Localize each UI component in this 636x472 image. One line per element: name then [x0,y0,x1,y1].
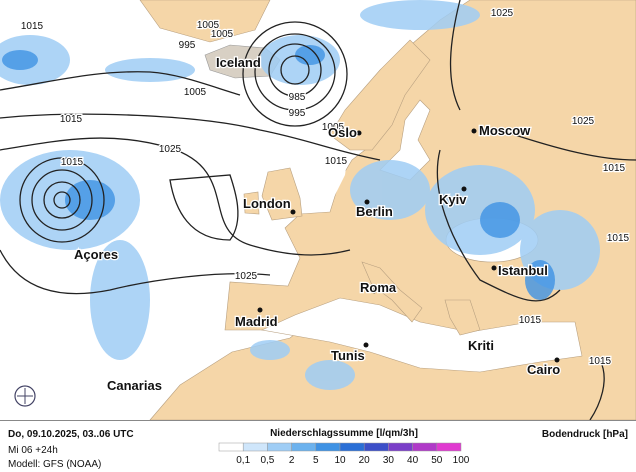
city-label: Oslo [328,125,357,140]
city-label: Açores [74,247,118,262]
map: 1015 1005 995 1005 1025 985 995 1005 101… [0,0,636,421]
city-label: Canarias [107,378,162,393]
isobar-label: 1025 [235,271,258,282]
date: Do, 09.10.2025, 03..06 UTC [8,429,134,440]
isobars [0,0,636,421]
isobar-label: 1015 [325,156,348,167]
isobar-label: 1015 [60,114,83,125]
land [139,0,271,43]
land-uk [261,167,303,221]
city-label: Berlin [356,204,393,219]
legend-label: 40 [407,455,419,466]
run: Mi 06 +24h [8,445,58,456]
isobar-label: 1015 [603,163,626,174]
isobar-label: 1005 [184,87,207,98]
isobar-label: 1005 [322,122,345,133]
sea-north [300,140,350,210]
isobar-label: 1015 [61,157,84,168]
land-italy [361,261,423,323]
legend-label: 0,5 [260,455,274,466]
city-label: Moscow [479,123,531,138]
pressure-title: Bodendruck [hPa] [542,429,628,440]
legend-swatch [267,442,292,452]
isobar-label: 985 [289,92,306,103]
legend-label: 0,1 [236,455,250,466]
legend: 0,1 0,5 2 5 10 20 30 40 50 100 [218,442,470,466]
legend-swatch [339,442,365,452]
legend-label: 100 [453,455,470,466]
precip-title: Niederschlagssumme [l/qm/3h] [270,428,418,439]
land-greece [444,299,481,336]
isobar-label: 1015 [589,356,612,367]
isobar-label: 1025 [572,116,595,127]
legend-swatch [412,442,438,452]
isobar-label: 1005 [197,20,220,31]
legend-swatch [218,442,244,452]
land-ireland [243,191,260,215]
isobar-label: 1025 [491,8,514,19]
land-scandinavia [329,39,431,151]
isobar-label: 1025 [159,144,182,155]
city-label: Madrid [235,314,278,329]
legend-swatch [363,442,389,452]
legend-label: 30 [383,455,395,466]
logo [14,385,36,407]
isobar-label: 1005 [211,29,234,40]
legend-label: 50 [431,455,443,466]
isobar-label: 1015 [21,21,44,32]
isobar-label: 1015 [607,233,630,244]
legend-label: 20 [359,455,371,466]
legend-swatch [388,442,413,452]
city-label: Cairo [527,362,560,377]
legend-swatch [242,442,268,452]
city-label: Iceland [216,55,261,70]
isobar-label: 995 [179,40,196,51]
city-label: Kriti [468,338,494,353]
legend-swatch [315,442,341,452]
legend-label: 5 [313,455,319,466]
model: Modell: GFS (NOAA) [8,459,101,470]
city-label: London [243,196,291,211]
city-label: Kyiv [439,192,467,207]
city-label: Roma [360,280,397,295]
city-label: Istanbul [498,263,548,278]
isobar-label: 995 [289,108,306,119]
legend-label: 2 [289,455,295,466]
legend-label: 10 [334,455,346,466]
legend-swatch [291,442,317,452]
city-dots [257,128,560,363]
city-label: Tunis [331,348,365,363]
isobar-label: 1015 [519,315,542,326]
legend-swatch [436,442,462,452]
sea-mediterranean [260,297,583,373]
